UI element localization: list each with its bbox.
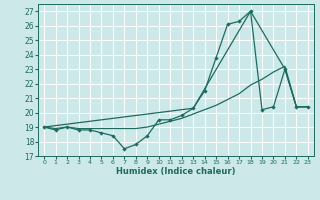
X-axis label: Humidex (Indice chaleur): Humidex (Indice chaleur) (116, 167, 236, 176)
